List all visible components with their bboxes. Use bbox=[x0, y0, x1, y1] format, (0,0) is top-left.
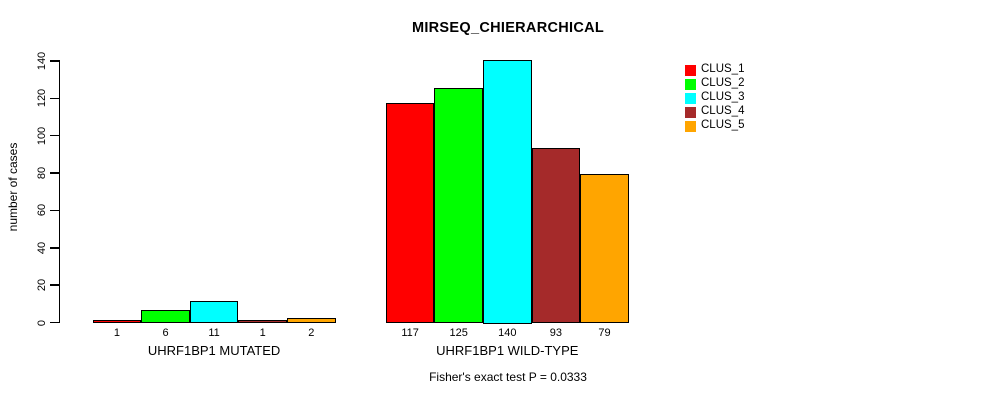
y-tick-label: 140 bbox=[36, 51, 48, 71]
bar-clus_5-wildtype bbox=[580, 173, 629, 324]
bar-value-label: 79 bbox=[598, 327, 611, 339]
bar-value-label: 125 bbox=[449, 327, 468, 339]
bar-clus_2-wildtype bbox=[434, 88, 483, 324]
y-tick-mark bbox=[50, 172, 59, 174]
bar-clus_1-mutated bbox=[92, 319, 142, 324]
y-tick-mark bbox=[50, 97, 59, 100]
y-tick-mark bbox=[50, 134, 59, 137]
bar-value-label: 6 bbox=[162, 327, 169, 339]
bar-clus_4-wildtype bbox=[531, 147, 581, 324]
caption-text: Fisher's exact test P = 0.0333 bbox=[429, 370, 587, 384]
y-axis-line bbox=[58, 60, 60, 323]
y-tick-label: 80 bbox=[36, 166, 48, 180]
bar-value-label: 93 bbox=[549, 327, 563, 339]
bar-value-label: 11 bbox=[208, 327, 220, 339]
y-tick-label: 60 bbox=[36, 204, 48, 217]
bar-value-label: 1 bbox=[113, 327, 120, 339]
y-tick-mark bbox=[50, 60, 59, 62]
legend-label: CLUS_5 bbox=[701, 119, 745, 131]
y-tick-label: 0 bbox=[36, 319, 48, 326]
legend-swatch-clus_3 bbox=[685, 92, 696, 104]
y-tick-mark bbox=[50, 247, 59, 249]
y-tick-mark bbox=[50, 321, 59, 324]
legend-swatch-clus_1 bbox=[685, 64, 696, 76]
y-tick-mark bbox=[50, 209, 59, 212]
chart-title: MIRSEQ_CHIERARCHICAL bbox=[411, 20, 605, 36]
legend-swatch-clus_4 bbox=[685, 106, 696, 118]
bar-clus_2-mutated bbox=[141, 310, 190, 324]
bar-value-label: 117 bbox=[401, 327, 419, 339]
group-label: UHRF1BP1 WILD-TYPE bbox=[436, 343, 579, 358]
legend-label: CLUS_3 bbox=[701, 91, 745, 103]
bar-clus_3-mutated bbox=[189, 300, 239, 324]
bar-value-label: 1 bbox=[259, 327, 266, 339]
legend-label: CLUS_1 bbox=[701, 63, 745, 75]
bar-clus_4-mutated bbox=[238, 319, 287, 324]
bar-value-label: 2 bbox=[308, 327, 315, 339]
legend-swatch-clus_5 bbox=[685, 120, 696, 132]
y-tick-label: 40 bbox=[36, 241, 48, 254]
legend-label: CLUS_2 bbox=[701, 77, 745, 89]
y-tick-label: 100 bbox=[36, 126, 48, 145]
bar-clus_5-mutated bbox=[287, 317, 336, 324]
legend-swatch-clus_2 bbox=[685, 78, 696, 90]
bar-clus_3-wildtype bbox=[483, 60, 532, 324]
bar-value-label: 140 bbox=[498, 327, 517, 339]
legend-label: CLUS_4 bbox=[701, 105, 745, 117]
y-tick-label: 20 bbox=[36, 279, 48, 292]
group-label: UHRF1BP1 MUTATED bbox=[147, 343, 281, 358]
y-tick-label: 120 bbox=[36, 89, 48, 108]
y-tick-mark bbox=[50, 284, 59, 286]
y-axis-label: number of cases bbox=[6, 142, 20, 232]
bar-clus_1-wildtype bbox=[385, 102, 435, 324]
